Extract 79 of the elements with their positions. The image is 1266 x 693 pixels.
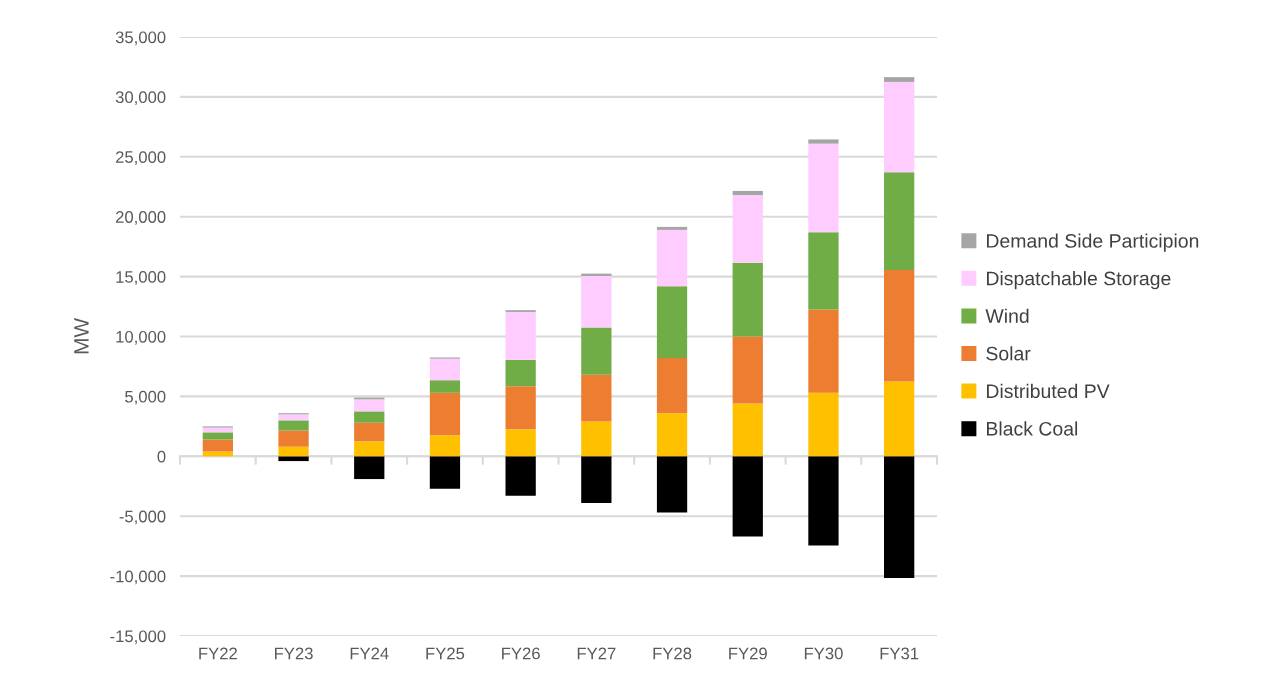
legend-label: Distributed PV <box>987 383 1110 399</box>
bar <box>808 456 839 546</box>
bar <box>505 456 536 496</box>
bar <box>429 456 461 489</box>
bar <box>656 226 688 230</box>
bar <box>808 139 839 144</box>
bar <box>581 421 612 457</box>
bar <box>656 358 688 414</box>
bar <box>808 392 839 457</box>
bar <box>354 456 385 480</box>
bar <box>505 311 536 360</box>
x-tick-label: FY24 <box>350 647 389 660</box>
bar <box>581 276 612 328</box>
bar <box>581 327 612 375</box>
y-tick-label: 25,000 <box>115 151 166 165</box>
bar <box>581 374 612 422</box>
legend-label: Solar <box>986 346 1031 361</box>
bar <box>505 429 536 457</box>
x-tick-label: FY26 <box>502 647 540 660</box>
bar <box>884 77 915 82</box>
bar <box>884 270 915 382</box>
bar <box>429 392 461 436</box>
bar <box>429 358 461 381</box>
bar <box>505 386 536 430</box>
legend-label: Dispatchable Storage <box>987 271 1171 290</box>
x-tick-label: FY22 <box>199 647 237 660</box>
y-tick-label: -5,000 <box>119 510 166 525</box>
bar <box>581 456 612 504</box>
bar <box>732 403 763 457</box>
bar <box>354 411 385 423</box>
bar <box>732 456 763 537</box>
bar <box>732 336 763 404</box>
x-tick-label: FY23 <box>275 647 313 660</box>
bar <box>429 380 461 393</box>
bar <box>732 195 763 263</box>
bar <box>354 441 385 457</box>
bar <box>278 456 309 462</box>
x-tick-label: FY30 <box>804 647 843 660</box>
bar <box>202 439 233 452</box>
bar <box>884 172 915 271</box>
bar <box>732 262 763 337</box>
bar <box>278 430 309 447</box>
bar <box>656 456 688 513</box>
x-tick-label: FY27 <box>577 647 616 660</box>
y-axis-title: MW <box>74 318 89 354</box>
x-tick-label: FY29 <box>729 647 767 660</box>
bar <box>884 81 915 173</box>
y-tick-label: 35,000 <box>115 31 166 46</box>
bar <box>884 381 915 457</box>
bar <box>429 435 461 457</box>
y-tick-label: 20,000 <box>115 211 166 225</box>
y-tick-label: 15,000 <box>116 271 166 285</box>
x-tick-label: FY28 <box>653 647 692 660</box>
legend-label: Wind <box>985 308 1029 323</box>
bar <box>732 190 763 196</box>
bar <box>202 432 233 440</box>
y-tick-label: 10,000 <box>116 330 166 345</box>
bar <box>354 399 385 412</box>
bar <box>278 446 309 457</box>
legend-label: Black Coal <box>987 421 1078 436</box>
bar <box>808 309 839 393</box>
bar <box>278 420 309 431</box>
bar <box>505 359 536 387</box>
bar <box>656 229 688 287</box>
y-tick-label: -15,000 <box>110 630 166 645</box>
bar <box>656 286 688 359</box>
x-tick-label: FY25 <box>426 647 465 660</box>
y-tick-label: 30,000 <box>115 91 166 106</box>
y-tick-label: 0 <box>157 450 166 463</box>
y-tick-label: 5,000 <box>125 390 166 405</box>
bar <box>354 422 385 442</box>
bar <box>808 232 839 310</box>
bar <box>278 414 309 421</box>
bar <box>656 413 688 457</box>
bar <box>884 456 915 578</box>
legend-label: Demand Side Participion <box>987 233 1199 252</box>
y-tick-label: -10,000 <box>110 570 166 585</box>
x-tick-label: FY31 <box>880 647 919 660</box>
bar <box>808 143 839 233</box>
